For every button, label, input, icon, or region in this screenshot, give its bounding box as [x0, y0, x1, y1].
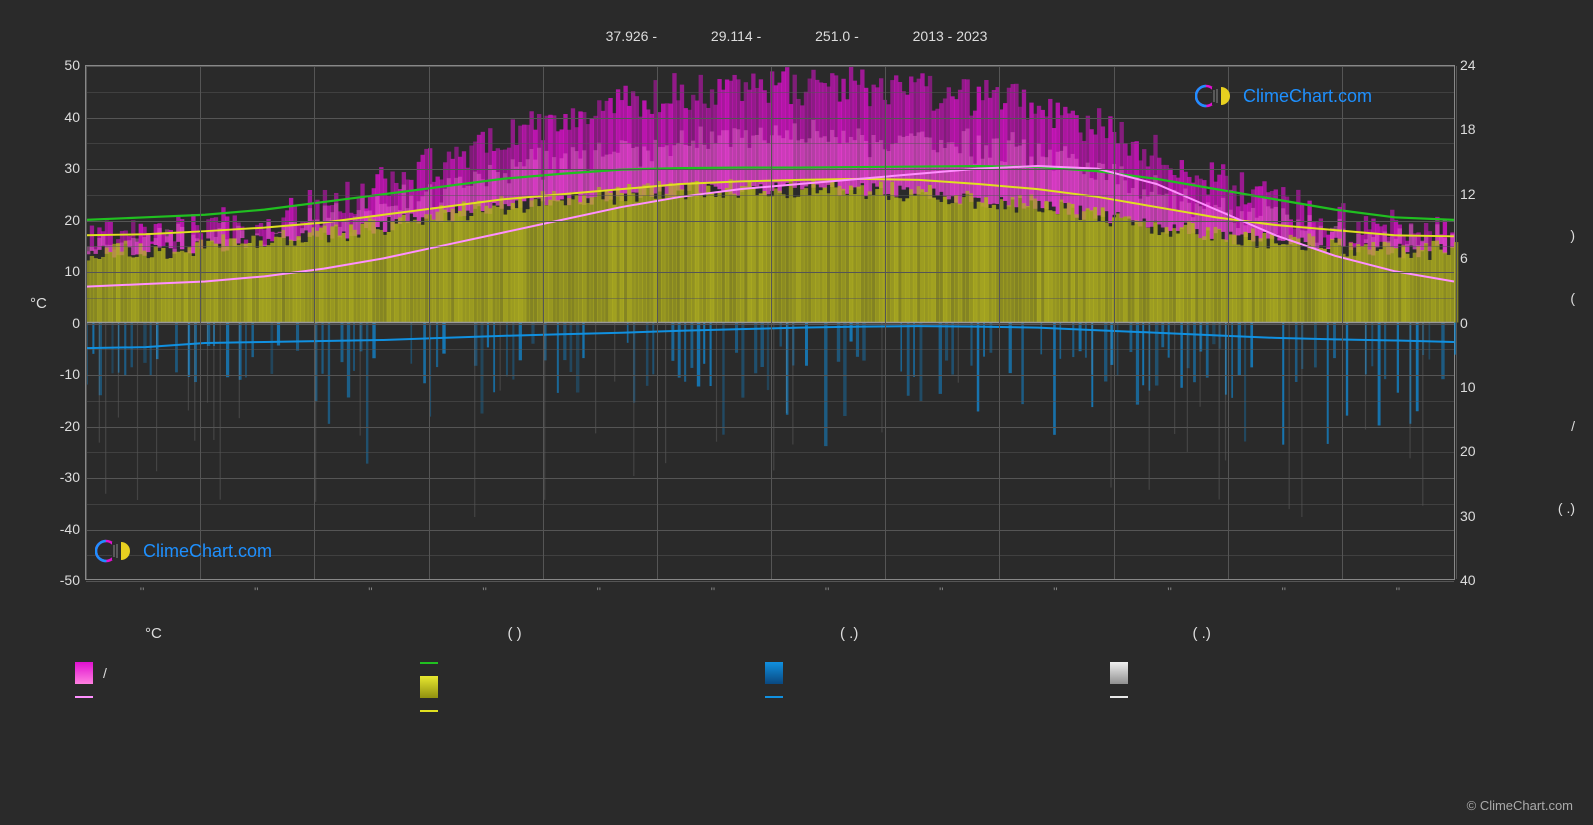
y-tick-left: -40 — [60, 521, 80, 537]
y-tick-right: 18 — [1460, 121, 1476, 137]
y-tick-right: 40 — [1460, 572, 1476, 588]
legend-item — [765, 696, 1110, 698]
x-tick: '' — [368, 585, 373, 599]
y-tick-left: 20 — [64, 212, 80, 228]
y-tick-right: 10 — [1460, 379, 1476, 395]
legend-swatch — [765, 696, 783, 698]
y-tick-right: 20 — [1460, 443, 1476, 459]
y-tick-left: 10 — [64, 263, 80, 279]
x-tick: '' — [1167, 585, 1172, 599]
legend-item — [765, 662, 1110, 684]
chart-header: 37.926 - 29.114 - 251.0 - 2013 - 2023 — [0, 28, 1593, 44]
chart-legend: °C ( ) ( .) ( .) / — [75, 625, 1455, 712]
x-tick: '' — [596, 585, 601, 599]
climechart-logo-icon — [95, 537, 135, 565]
legend-item — [420, 662, 765, 664]
chart-plot-area — [85, 65, 1455, 580]
right-axis-paren-2: ( — [1570, 290, 1575, 306]
copyright-text: © ClimeChart.com — [1467, 798, 1573, 813]
legend-item — [420, 676, 765, 698]
x-tick: '' — [1281, 585, 1286, 599]
legend-group — [420, 662, 765, 712]
legend-swatch — [75, 696, 93, 698]
y-tick-right: 6 — [1460, 250, 1468, 266]
y-tick-left: -10 — [60, 366, 80, 382]
legend-header-2: ( ) — [408, 625, 771, 642]
legend-group: / — [75, 662, 420, 712]
legend-swatch — [420, 662, 438, 664]
watermark-bottom-left: ClimeChart.com — [95, 537, 272, 565]
x-tick: '' — [1396, 585, 1401, 599]
right-axis-paren-1: ) — [1570, 227, 1575, 243]
legend-swatch — [1110, 696, 1128, 698]
legend-item: / — [75, 662, 420, 684]
legend-swatch — [420, 676, 438, 698]
y-tick-left: -20 — [60, 418, 80, 434]
y-tick-right: 0 — [1460, 315, 1468, 331]
legend-label: / — [103, 665, 107, 681]
legend-header-1: °C — [75, 625, 408, 642]
y-tick-left: 30 — [64, 160, 80, 176]
x-tick: '' — [711, 585, 716, 599]
header-elev: 251.0 - — [815, 28, 859, 44]
legend-swatch — [75, 662, 93, 684]
legend-item — [75, 696, 420, 698]
y-tick-left: 40 — [64, 109, 80, 125]
climechart-logo-icon — [1195, 82, 1235, 110]
x-tick: '' — [825, 585, 830, 599]
x-tick: '' — [140, 585, 145, 599]
y-tick-left: -30 — [60, 469, 80, 485]
y-tick-right: 12 — [1460, 186, 1476, 202]
legend-swatch — [1110, 662, 1128, 684]
legend-item — [1110, 696, 1455, 698]
right-axis-paren-3: / — [1571, 418, 1575, 434]
header-lon: 29.114 - — [711, 28, 761, 44]
legend-headers: °C ( ) ( .) ( .) — [75, 625, 1455, 642]
legend-swatch — [420, 710, 438, 712]
y-tick-right: 30 — [1460, 508, 1476, 524]
header-lat: 37.926 - — [606, 28, 657, 44]
y-tick-left: -50 — [60, 572, 80, 588]
y-tick-left: 0 — [72, 315, 80, 331]
watermark-top-right: ClimeChart.com — [1195, 82, 1372, 110]
legend-header-4: ( .) — [1103, 625, 1456, 642]
legend-header-3: ( .) — [770, 625, 1103, 642]
y-tick-right: 24 — [1460, 57, 1476, 73]
legend-group — [765, 662, 1110, 712]
y-tick-left: 50 — [64, 57, 80, 73]
watermark-text: ClimeChart.com — [143, 541, 272, 562]
watermark-text: ClimeChart.com — [1243, 86, 1372, 107]
right-axis-paren-4: ( .) — [1558, 500, 1575, 516]
legend-group — [1110, 662, 1455, 712]
legend-item — [420, 710, 765, 712]
legend-swatch — [765, 662, 783, 684]
y-axis-left-label: °C — [30, 295, 47, 312]
x-tick: '' — [482, 585, 487, 599]
header-years: 2013 - 2023 — [913, 28, 988, 44]
legend-item — [1110, 662, 1455, 684]
x-tick: '' — [254, 585, 259, 599]
x-tick: '' — [1053, 585, 1058, 599]
x-tick: '' — [939, 585, 944, 599]
